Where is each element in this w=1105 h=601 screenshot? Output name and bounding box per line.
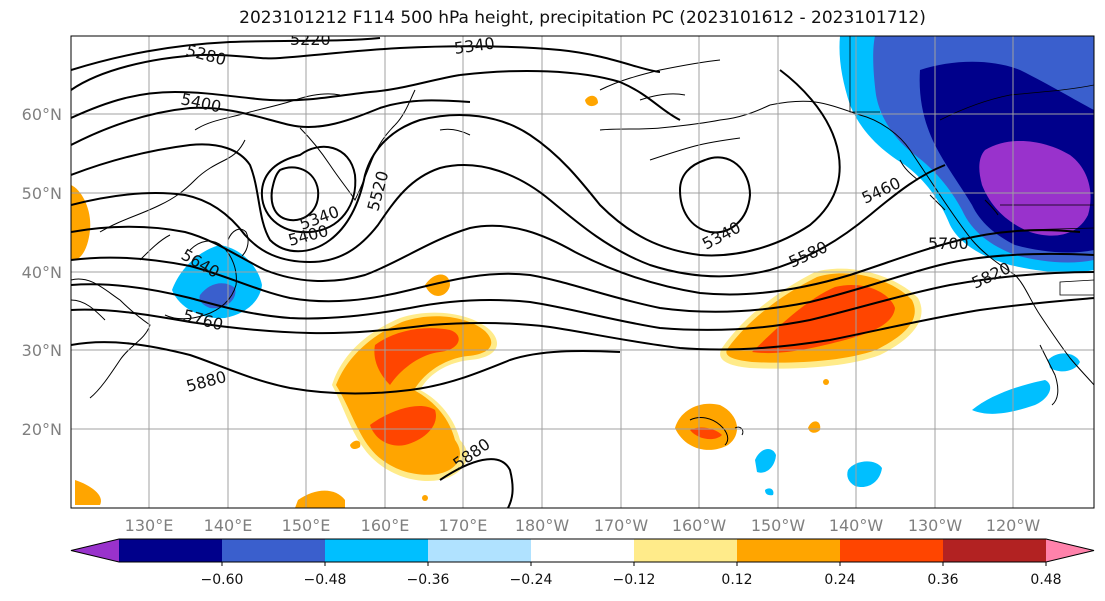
contour-label: 5340 bbox=[453, 33, 496, 57]
contour-label: 5700 bbox=[928, 234, 969, 253]
colorbar-swatch bbox=[119, 539, 223, 562]
lon-label: 140°E bbox=[204, 516, 253, 535]
lat-label: 30°N bbox=[22, 341, 62, 360]
colorbar-swatch bbox=[634, 539, 738, 562]
lon-label: 120°W bbox=[986, 516, 1041, 535]
lat-label: 60°N bbox=[22, 105, 62, 124]
colorbar-swatch bbox=[943, 539, 1047, 562]
colorbar-tick-label: 0.24 bbox=[824, 572, 855, 588]
colorbar-tick-label: −0.48 bbox=[304, 572, 347, 588]
lat-label: 50°N bbox=[22, 184, 62, 203]
lon-label: 170°W bbox=[594, 516, 649, 535]
lat-label: 20°N bbox=[22, 420, 62, 439]
latitude-labels: 60°N 50°N 40°N 30°N 20°N bbox=[22, 105, 62, 439]
coastlines bbox=[71, 59, 1094, 446]
colorbar-outline bbox=[70, 538, 1095, 563]
colorbar-tick-label: −0.36 bbox=[407, 572, 450, 588]
lon-label: 180°W bbox=[515, 516, 570, 535]
colorbar: −0.60 −0.48 −0.36 −0.24 −0.12 0.12 0.24 0.36 0.4… bbox=[70, 538, 1095, 588]
colorbar-swatch bbox=[840, 539, 944, 562]
lon-label: 150°E bbox=[282, 516, 331, 535]
colorbar-tick-label: −0.12 bbox=[613, 572, 656, 588]
contour-label: 5220 bbox=[290, 30, 331, 49]
colorbar-tick-label: 0.12 bbox=[721, 572, 752, 588]
lon-label: 130°E bbox=[125, 516, 174, 535]
map-frame bbox=[70, 35, 1095, 509]
lon-label: 140°W bbox=[829, 516, 884, 535]
colorbar-swatch bbox=[737, 539, 841, 562]
height-contours bbox=[71, 37, 1094, 508]
colorbar-swatch bbox=[428, 539, 532, 562]
precip-positive-shading bbox=[71, 95, 922, 508]
lat-label: 40°N bbox=[22, 263, 62, 282]
colorbar-tick-label: −0.24 bbox=[510, 572, 553, 588]
colorbar-extend-low bbox=[71, 539, 119, 562]
gridlines bbox=[71, 36, 1094, 508]
lon-label: 160°E bbox=[361, 516, 410, 535]
colorbar-swatch bbox=[531, 539, 635, 562]
colorbar-tick-label: 0.48 bbox=[1030, 572, 1061, 588]
colorbar-swatch bbox=[222, 539, 326, 562]
lon-label: 160°W bbox=[672, 516, 727, 535]
colorbar-swatch bbox=[325, 539, 429, 562]
longitude-labels: 130°E 140°E 150°E 160°E 170°E 180°W 170°… bbox=[125, 516, 1041, 535]
lon-label: 130°W bbox=[908, 516, 963, 535]
colorbar-tick-label: 0.36 bbox=[927, 572, 958, 588]
lon-label: 150°W bbox=[751, 516, 806, 535]
colorbar-tick-label: −0.60 bbox=[201, 572, 244, 588]
lon-label: 170°E bbox=[439, 516, 488, 535]
map-title: 2023101212 F114 500 hPa height, precipit… bbox=[239, 8, 926, 28]
colorbar-extend-high bbox=[1046, 539, 1094, 562]
